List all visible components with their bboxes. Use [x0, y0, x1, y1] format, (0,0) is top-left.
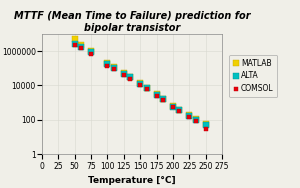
COMSOL	[112, 68, 116, 70]
COMSOL	[188, 116, 191, 118]
COMSOL	[145, 88, 148, 90]
COMSOL	[106, 64, 109, 67]
MATLAB	[138, 82, 142, 85]
Line: MATLAB: MATLAB	[72, 36, 208, 127]
MATLAB	[155, 93, 158, 96]
COMSOL	[194, 120, 198, 122]
MATLAB	[129, 76, 132, 78]
COMSOL	[89, 53, 93, 55]
ALTA	[194, 119, 198, 121]
MATLAB	[112, 66, 116, 68]
MATLAB	[188, 114, 191, 116]
COMSOL	[122, 74, 126, 77]
COMSOL	[155, 95, 158, 97]
MATLAB	[89, 49, 93, 52]
ALTA	[106, 63, 109, 65]
Line: COMSOL: COMSOL	[72, 43, 208, 131]
ALTA	[73, 43, 76, 45]
ALTA	[178, 109, 181, 111]
MATLAB	[178, 108, 181, 111]
COMSOL	[138, 84, 142, 86]
ALTA	[188, 115, 191, 117]
COMSOL	[129, 78, 132, 80]
ALTA	[145, 87, 148, 89]
COMSOL	[73, 44, 76, 46]
ALTA	[171, 105, 175, 108]
MATLAB	[171, 105, 175, 107]
MATLAB	[106, 62, 109, 64]
Line: ALTA: ALTA	[72, 41, 208, 128]
COMSOL	[80, 47, 83, 49]
ALTA	[129, 76, 132, 79]
ALTA	[155, 94, 158, 96]
Legend: MATLAB, ALTA, COMSOL: MATLAB, ALTA, COMSOL	[230, 55, 277, 97]
MATLAB	[161, 98, 165, 100]
ALTA	[80, 46, 83, 48]
COMSOL	[161, 99, 165, 101]
MATLAB	[145, 86, 148, 89]
MATLAB	[194, 118, 198, 120]
COMSOL	[171, 106, 175, 108]
ALTA	[161, 98, 165, 100]
ALTA	[122, 73, 126, 75]
Title: MTTF (Mean Time to Failure) prediction for
bipolar transistor: MTTF (Mean Time to Failure) prediction f…	[14, 11, 250, 33]
MATLAB	[122, 72, 126, 74]
X-axis label: Temperature [°C]: Temperature [°C]	[88, 176, 176, 185]
MATLAB	[204, 123, 207, 125]
COMSOL	[178, 110, 181, 112]
ALTA	[112, 67, 116, 69]
ALTA	[138, 83, 142, 85]
ALTA	[204, 124, 207, 126]
COMSOL	[204, 128, 207, 130]
MATLAB	[80, 44, 83, 47]
ALTA	[89, 51, 93, 53]
MATLAB	[73, 38, 76, 40]
